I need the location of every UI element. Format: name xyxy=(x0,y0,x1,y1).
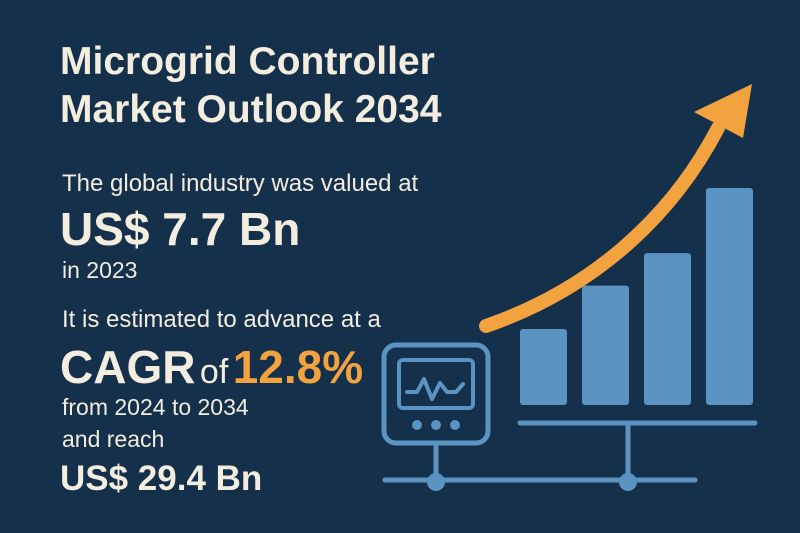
of-label: of xyxy=(199,353,229,391)
bar-3 xyxy=(644,253,691,405)
page-title: Microgrid Controller Market Outlook 2034 xyxy=(60,38,441,134)
waveform-icon xyxy=(405,377,465,401)
title-line-1: Microgrid Controller xyxy=(60,40,435,83)
arrow-head-icon xyxy=(694,84,752,138)
controller-monitor-icon xyxy=(381,342,491,446)
valuation-amount: US$ 7.7 Bn xyxy=(60,203,301,255)
valuation-intro: The global industry was valued at xyxy=(62,170,419,197)
cagr-value: 12.8% xyxy=(232,341,364,393)
valuation-year: in 2023 xyxy=(62,257,138,283)
network-node xyxy=(427,473,445,491)
target-value: US$ 29.4 Bn xyxy=(60,459,263,498)
growth-estimate-text: It is estimated to advance at a xyxy=(62,306,381,333)
network-line-icon xyxy=(382,420,758,483)
bar-1 xyxy=(520,329,567,405)
cagr-label: CAGR xyxy=(60,341,196,393)
bar-2 xyxy=(582,285,629,405)
network-node xyxy=(619,473,637,491)
bar-4 xyxy=(706,188,753,405)
cagr-row: CAGR of 12.8% xyxy=(60,339,363,407)
growth-arrow-icon xyxy=(479,121,725,333)
reach-text: and reach xyxy=(62,426,165,452)
forecast-period: from 2024 to 2034 xyxy=(62,394,249,420)
title-line-2: Market Outlook 2034 xyxy=(60,88,442,131)
bar-chart-graphic xyxy=(520,188,753,405)
